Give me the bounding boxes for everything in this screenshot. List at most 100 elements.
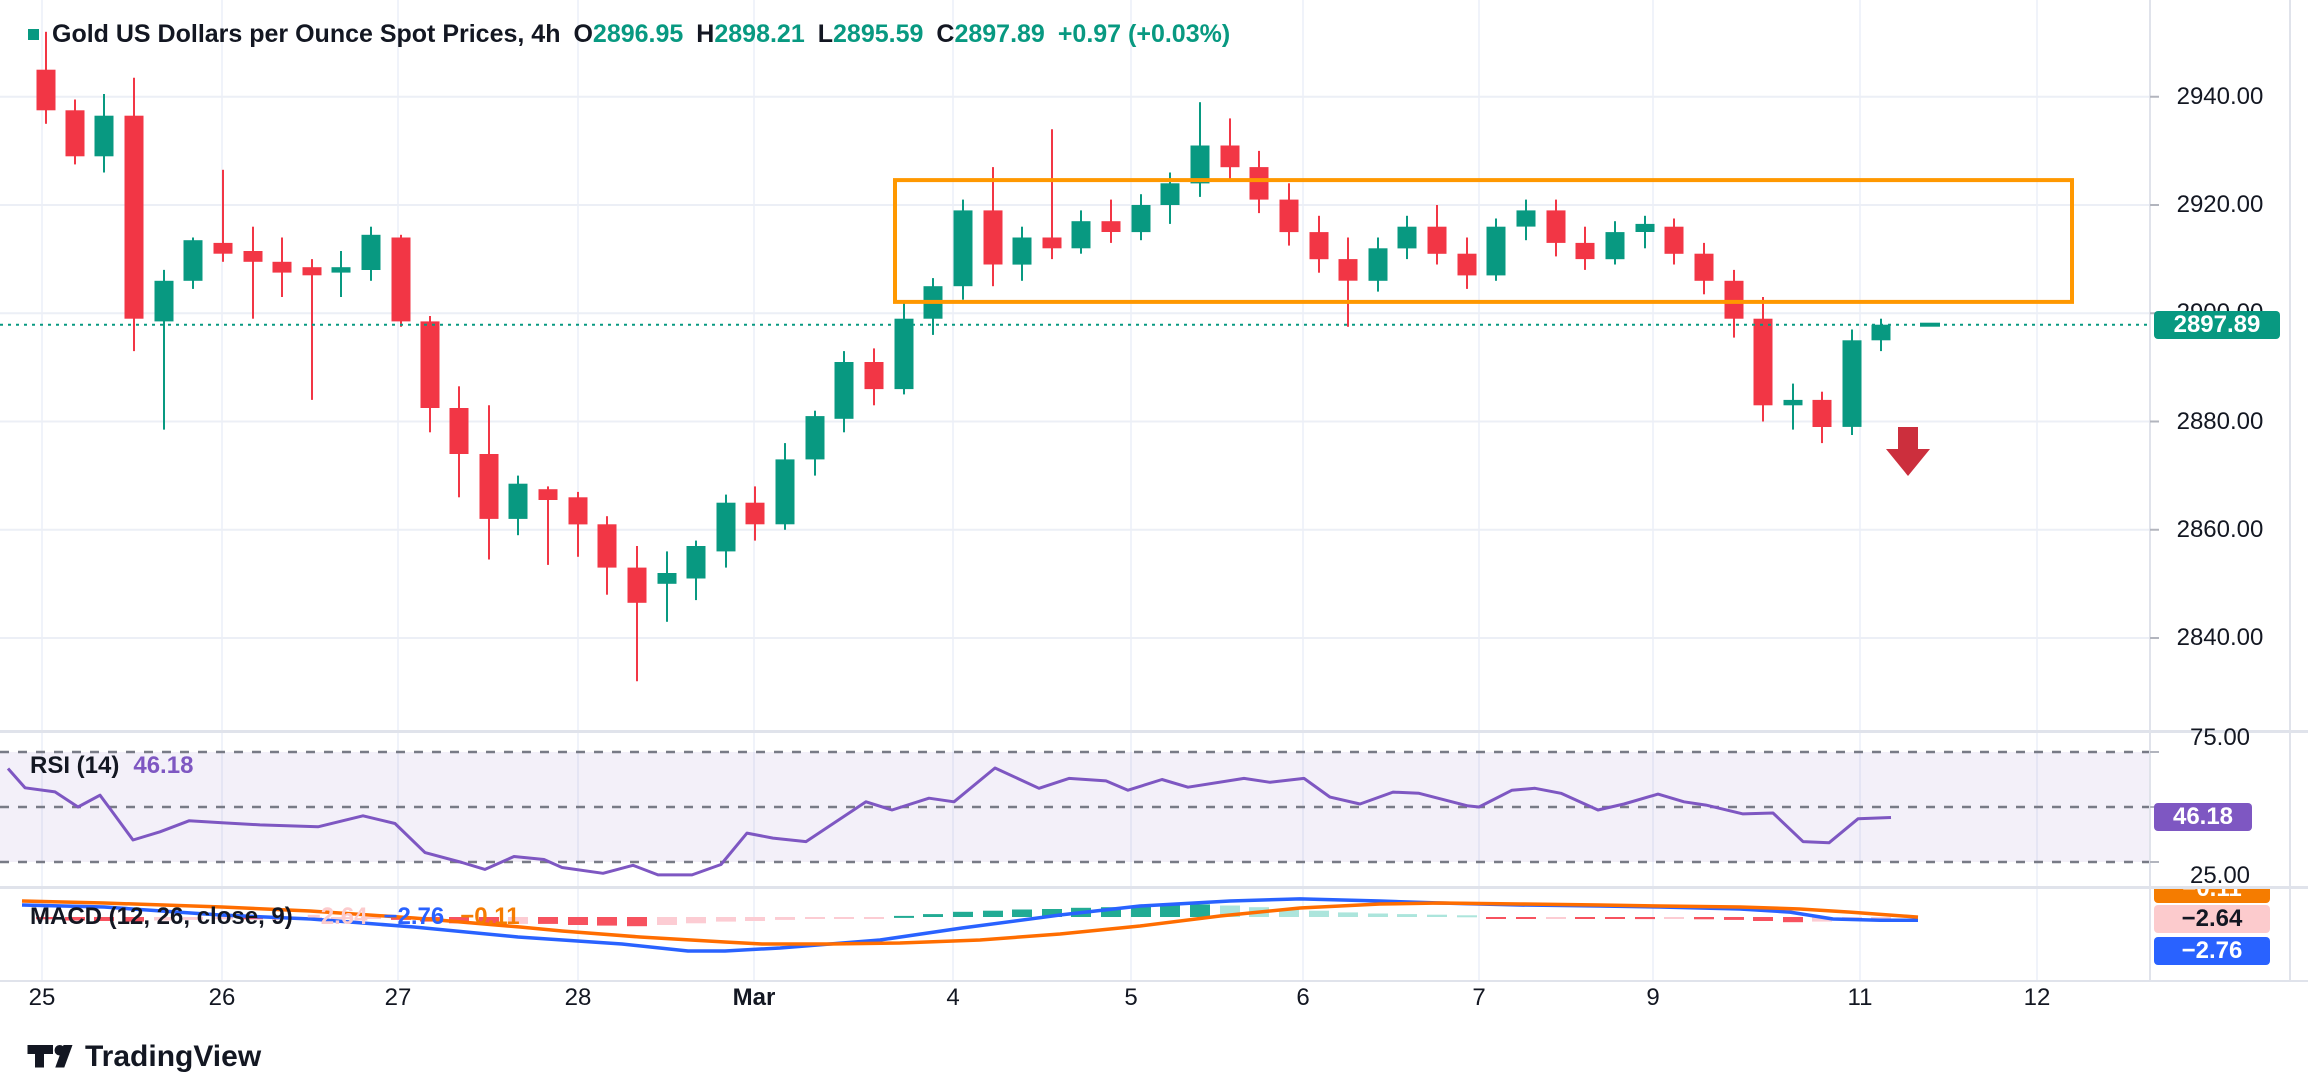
time-label: 7 <box>1472 984 1486 1011</box>
price-label: 2840.00 <box>2176 624 2264 651</box>
candle-body <box>983 210 1003 265</box>
candle-body <box>953 210 973 287</box>
macd-histogram-bar <box>1012 909 1032 917</box>
down-arrow-shaft[interactable] <box>1898 427 1918 451</box>
rsi-scale-label: 25.00 <box>2189 861 2251 889</box>
macd-histogram-bar <box>1664 917 1684 919</box>
time-label: 12 <box>2023 984 2051 1011</box>
time-axis-border <box>0 980 2308 982</box>
macd-histogram-bar <box>1546 917 1566 919</box>
macd-histogram-bar <box>331 917 351 920</box>
macd-histogram-bar <box>1783 917 1803 923</box>
price-label: 2920.00 <box>2176 191 2264 218</box>
candle-body <box>834 362 854 419</box>
candle-body <box>1664 226 1684 254</box>
time-label: 11 <box>1847 984 1873 1011</box>
candle-body <box>449 408 469 454</box>
time-label: 25 <box>28 984 56 1011</box>
candle-body <box>1012 237 1032 265</box>
macd-histogram-bar <box>686 917 706 924</box>
candle-body <box>1190 145 1210 184</box>
macd-histogram-bar <box>805 917 825 919</box>
macd-histogram-bar <box>627 917 647 927</box>
candle-body <box>1071 221 1091 249</box>
ohlc-l: L2895.59 <box>817 20 924 48</box>
candle-body <box>745 502 765 525</box>
down-arrow-annotation[interactable] <box>1886 449 1930 476</box>
macd-values: −2.64 −2.76 −0.11 <box>307 903 520 931</box>
candle-body <box>1338 259 1358 281</box>
candle-body <box>1486 226 1506 276</box>
candle-body <box>805 416 825 460</box>
candle-body <box>686 546 706 579</box>
pane-separator[interactable] <box>0 730 2308 733</box>
candle-body <box>1220 145 1240 168</box>
macd-line-badge: −2.76 <box>2154 937 2270 965</box>
symbol-legend[interactable]: Gold US Dollars per Ounce Spot Prices, 4… <box>28 20 1230 49</box>
candle-body <box>1131 205 1151 233</box>
macd-histogram-bar <box>1812 917 1832 922</box>
rsi-value-badge: 46.18 <box>2154 803 2252 831</box>
macd-histogram-bar <box>716 917 736 922</box>
candle-body <box>361 234 381 270</box>
candle-body <box>391 237 411 322</box>
tradingview-wordmark: TradingView <box>85 1040 262 1073</box>
candle-body <box>331 267 351 273</box>
macd-histogram-bar <box>1220 905 1240 917</box>
time-label: 26 <box>208 984 236 1011</box>
candle-body <box>65 110 85 157</box>
macd-histogram-bar <box>1635 917 1655 920</box>
rsi-legend[interactable]: RSI (14) 46.18 <box>30 752 193 780</box>
symbol-title[interactable]: Gold US Dollars per Ounce Spot Prices, 4… <box>52 20 561 48</box>
tradingview-mark-icon <box>27 1045 73 1068</box>
macd-histogram-bar <box>1160 904 1180 917</box>
macd-histogram-bar <box>775 917 795 920</box>
macd-histogram-bar <box>183 917 203 920</box>
rsi-title: RSI (14) <box>30 752 120 779</box>
macd-histogram-bar <box>834 917 854 919</box>
macd-value: −2.64 <box>306 903 368 930</box>
macd-histogram-bar <box>983 910 1003 917</box>
macd-value: −0.11 <box>460 903 520 930</box>
macd-histogram-bar <box>361 917 381 919</box>
price-label: 2940.00 <box>2176 82 2264 110</box>
pane-separator[interactable] <box>0 886 2308 889</box>
candle-body <box>36 69 56 111</box>
candle-body <box>1575 242 1595 260</box>
macd-signal-badge: −0.11 <box>2154 889 2270 904</box>
series-marker-icon <box>28 29 39 40</box>
tradingview-logo[interactable]: TradingView <box>26 1040 261 1074</box>
time-label: 4 <box>946 984 960 1011</box>
candle-body <box>1783 399 1803 406</box>
ohlc-o: O2896.95 <box>573 20 684 48</box>
candle-body <box>1753 318 1773 406</box>
candle-body <box>1249 167 1269 200</box>
macd-histogram-bar <box>1694 917 1714 920</box>
candle-body <box>775 459 795 525</box>
candle-body <box>479 454 499 519</box>
candle-body <box>213 242 233 254</box>
macd-legend[interactable]: MACD (12, 26, close, 9) −2.64 −2.76 −0.11 <box>30 903 520 931</box>
macd-histogram-bar <box>1042 909 1062 917</box>
macd-title: MACD (12, 26, close, 9) <box>30 903 293 930</box>
time-label: 6 <box>1296 984 1310 1011</box>
time-label: 5 <box>1124 984 1138 1011</box>
range-box-annotation[interactable] <box>893 178 2074 304</box>
macd-histogram-bar <box>36 917 56 920</box>
macd-line <box>21 897 1918 953</box>
candle-body <box>864 362 884 390</box>
price-label: 2860.00 <box>2176 515 2264 543</box>
macd-histogram-bar <box>745 917 765 921</box>
candle-body <box>1635 223 1655 232</box>
candle-body <box>183 240 203 281</box>
candle-body <box>1427 226 1447 254</box>
candle-body <box>272 261 292 273</box>
candle-body <box>1842 340 1862 427</box>
candle-body <box>597 524 617 568</box>
candle-body <box>538 489 558 500</box>
time-label: 27 <box>384 984 412 1011</box>
last-value-tick <box>1920 322 1940 327</box>
macd-histogram-bar <box>65 917 85 921</box>
ohlc-c: C2897.89 <box>936 20 1045 48</box>
